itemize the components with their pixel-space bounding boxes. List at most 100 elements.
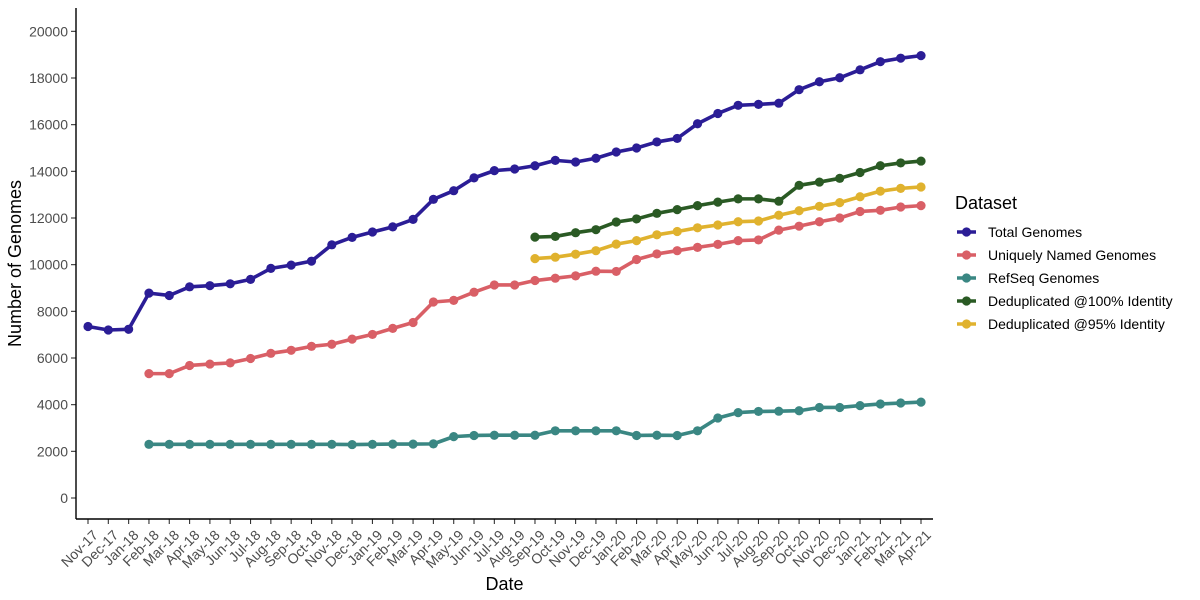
data-point (713, 220, 723, 230)
data-point (286, 345, 296, 355)
data-point (510, 280, 520, 290)
x-axis-ticks: Nov-17Dec-17Jan-18Feb-18Mar-18Apr-18May-… (58, 519, 934, 571)
data-point (347, 232, 357, 242)
data-point (571, 228, 581, 238)
data-point (388, 439, 398, 449)
data-point (144, 439, 154, 449)
data-point (347, 439, 357, 450)
data-point (266, 263, 276, 273)
data-point (835, 213, 845, 223)
data-point (550, 155, 560, 165)
data-point (388, 222, 398, 232)
data-point (835, 173, 845, 183)
data-point (489, 166, 499, 176)
legend-key-point (961, 250, 972, 260)
data-point (266, 439, 276, 449)
data-point (855, 206, 865, 217)
data-point (449, 186, 459, 196)
data-point (774, 98, 784, 108)
data-point (631, 214, 642, 224)
data-point (225, 439, 235, 449)
data-point (306, 256, 317, 266)
data-point (245, 439, 256, 449)
data-point (205, 359, 215, 369)
data-point (774, 406, 784, 416)
data-point (449, 432, 459, 442)
data-point (672, 430, 682, 441)
data-point (631, 143, 642, 153)
data-point (164, 369, 174, 379)
data-point (266, 348, 276, 358)
data-point (144, 288, 154, 298)
y-tick-label: 14000 (29, 163, 68, 179)
data-point (794, 206, 804, 216)
data-point (631, 254, 642, 265)
data-point (631, 236, 642, 246)
data-point (814, 217, 825, 227)
series-layer (83, 51, 926, 450)
y-tick-label: 12000 (29, 210, 68, 226)
legend-title: Dataset (955, 193, 1017, 213)
y-tick-label: 18000 (29, 70, 68, 86)
data-point (896, 398, 906, 408)
data-point (205, 281, 215, 291)
y-tick-label: 0 (60, 490, 68, 506)
data-point (184, 439, 195, 449)
series-line (147, 203, 923, 376)
legend-item: Total Genomes (957, 224, 1082, 240)
data-point (611, 266, 621, 277)
data-point (733, 100, 743, 110)
data-point (916, 397, 926, 407)
data-point (530, 232, 540, 242)
data-point (408, 317, 418, 328)
data-point (713, 108, 723, 119)
data-point (733, 408, 743, 418)
data-point (652, 137, 662, 147)
data-point (327, 240, 337, 250)
data-point (367, 227, 378, 237)
data-point (469, 430, 479, 441)
data-point (916, 201, 926, 211)
data-point (550, 231, 560, 242)
data-point (875, 186, 885, 196)
data-point (550, 273, 560, 283)
data-point (469, 173, 479, 183)
data-point (530, 430, 540, 440)
series-4 (530, 182, 926, 264)
data-point (428, 194, 438, 204)
data-point (124, 324, 134, 334)
data-point (530, 254, 540, 264)
data-point (733, 194, 743, 204)
data-point (652, 430, 662, 440)
data-point (245, 274, 256, 284)
data-point (672, 133, 682, 144)
data-point (855, 192, 865, 202)
legend-key-point (961, 319, 972, 329)
data-point (489, 430, 499, 440)
data-point (814, 177, 825, 187)
data-point (367, 329, 378, 340)
data-point (550, 426, 560, 436)
series-0 (83, 51, 926, 335)
data-point (672, 246, 682, 256)
y-axis-title: Number of Genomes (5, 180, 25, 347)
data-point (571, 271, 581, 281)
data-point (855, 401, 865, 411)
data-point (611, 217, 621, 227)
data-point (144, 369, 154, 379)
data-point (875, 161, 885, 171)
legend-item: Deduplicated @95% Identity (957, 316, 1165, 332)
data-point (692, 201, 703, 211)
y-tick-label: 6000 (37, 350, 68, 366)
data-point (591, 225, 601, 235)
data-point (327, 439, 337, 449)
legend-item: RefSeq Genomes (957, 270, 1099, 286)
data-point (591, 153, 601, 163)
data-point (835, 73, 845, 83)
y-tick-label: 8000 (37, 303, 68, 319)
data-point (510, 164, 520, 174)
y-axis-ticks: 0 2000 4000 6000 8000 10000 12000 14000 16000 180… (29, 23, 76, 506)
data-point (245, 353, 256, 364)
data-point (794, 180, 804, 190)
y-tick-label: 20000 (29, 23, 68, 39)
